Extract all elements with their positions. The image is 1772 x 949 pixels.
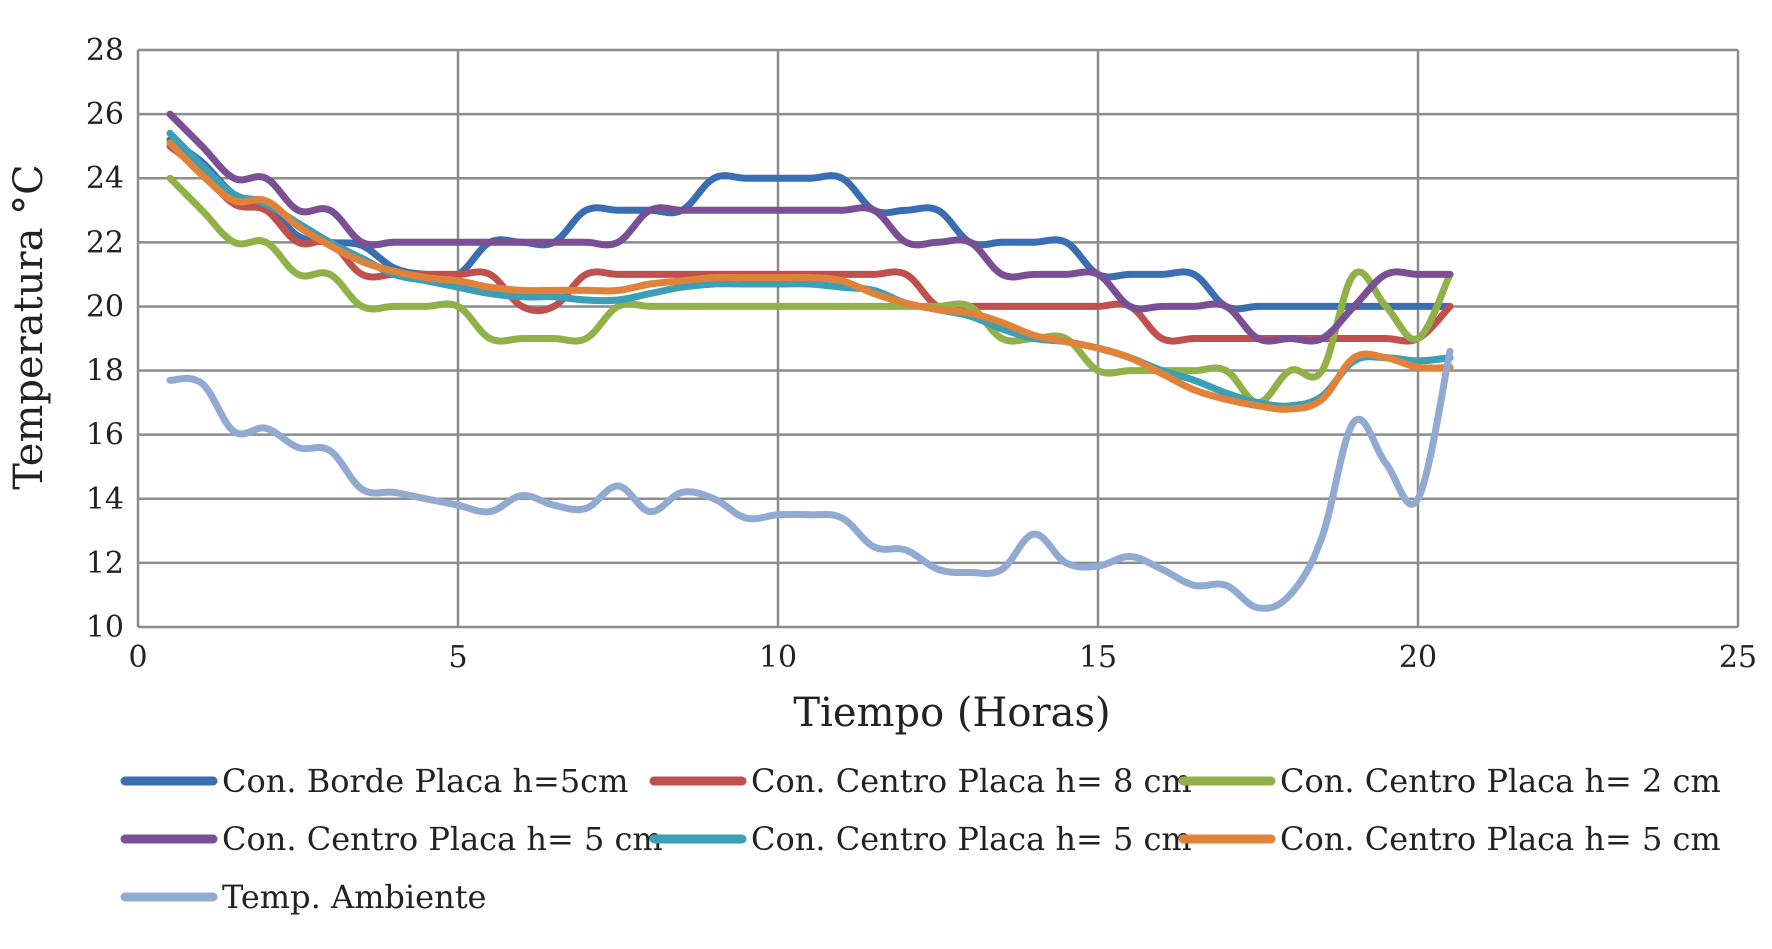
legend-label: Con. Centro Placa h= 5 cm [1280,820,1721,858]
legend-label: Con. Centro Placa h= 2 cm [1280,762,1721,800]
x-tick-label: 25 [1719,640,1757,675]
series-lines [166,110,1454,612]
legend: Con. Borde Placa h=5cm Con. Centro Placa … [120,762,1721,916]
y-tick-label: 14 [86,482,124,517]
y-tick-label: 22 [86,225,124,260]
legend-item: Con. Centro Placa h= 5 cm [649,820,1192,858]
legend-item: Temp. Ambiente [120,878,486,916]
x-tick-label: 5 [448,640,467,675]
legend-label: Temp. Ambiente [222,878,486,916]
legend-item: Con. Borde Placa h=5cm [120,762,628,800]
x-tick-label: 10 [759,640,797,675]
legend-label: Con. Centro Placa h= 5 cm [222,820,663,858]
y-axis-ticks: 10 12 14 16 18 20 22 24 26 28 [86,33,124,645]
y-tick-label: 18 [86,354,124,389]
y-tick-label: 10 [86,610,124,645]
series-line-4 [166,110,1454,345]
legend-label: Con. Centro Placa h= 8 cm [751,762,1192,800]
x-tick-label: 0 [128,640,147,675]
legend-item: Con. Centro Placa h= 2 cm [1178,762,1721,800]
legend-item: Con. Centro Placa h= 5 cm [120,820,663,858]
legend-item: Con. Centro Placa h= 8 cm [649,762,1192,800]
x-axis-ticks: 0 5 10 15 20 25 [128,640,1757,675]
x-axis-title: Tiempo (Horas) [793,690,1110,736]
legend-label: Con. Borde Placa h=5cm [222,762,628,800]
grid [136,48,1740,629]
y-tick-label: 12 [86,546,124,581]
legend-item: Con. Centro Placa h= 5 cm [1178,820,1721,858]
y-tick-label: 20 [86,289,124,324]
y-tick-label: 28 [86,33,124,68]
y-tick-label: 16 [86,418,124,453]
series-line-1 [166,136,1454,313]
y-tick-label: 24 [86,161,124,196]
x-tick-label: 20 [1399,640,1437,675]
series-line-6 [166,139,1454,413]
y-axis-title: Temperatura °C [6,164,52,490]
series-line-5 [166,129,1454,410]
legend-label: Con. Centro Placa h= 5 cm [751,820,1192,858]
x-tick-label: 15 [1079,640,1117,675]
series-line-7 [166,347,1454,612]
y-tick-label: 26 [86,97,124,132]
